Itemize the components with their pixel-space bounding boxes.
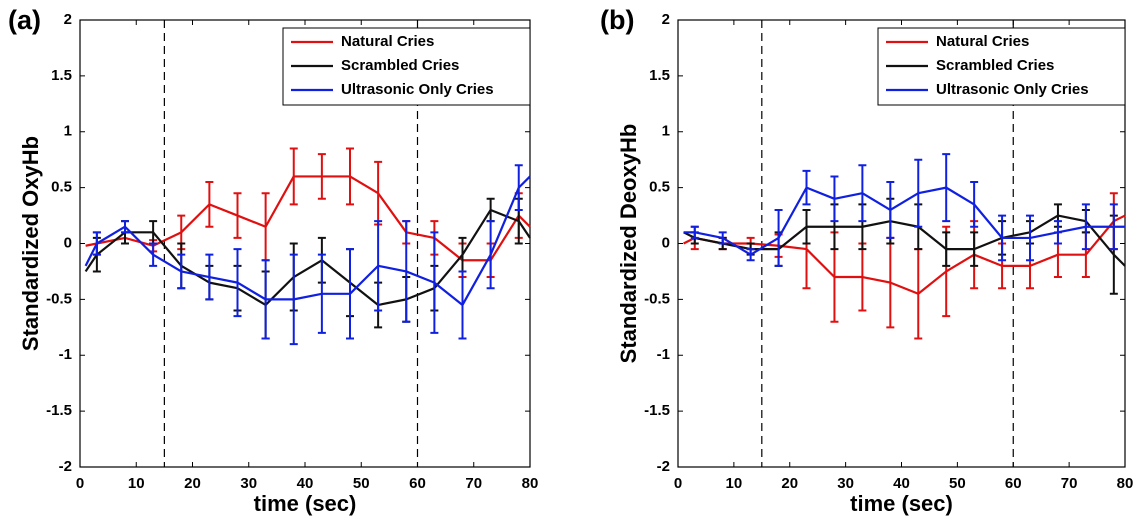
y-tick-label: -2	[59, 458, 72, 475]
x-tick-label: 70	[465, 475, 482, 492]
x-tick-label: 30	[240, 475, 257, 492]
y-tick-label: -0.5	[644, 290, 670, 307]
y-tick-label: -0.5	[46, 290, 72, 307]
x-tick-label: 70	[1061, 475, 1078, 492]
x-tick-label: 30	[837, 475, 854, 492]
legend-label: Natural Cries	[936, 33, 1029, 50]
y-tick-label: 1	[64, 123, 72, 140]
legend-label: Ultrasonic Only Cries	[341, 81, 494, 98]
x-tick-label: 60	[1005, 475, 1022, 492]
legend-label: Scrambled Cries	[341, 57, 459, 74]
x-tick-label: 0	[674, 475, 682, 492]
x-axis-label: time (sec)	[254, 491, 357, 516]
x-tick-label: 0	[76, 475, 84, 492]
y-tick-label: -1.5	[644, 402, 670, 419]
y-tick-label: -1	[59, 346, 72, 363]
x-tick-label: 50	[949, 475, 966, 492]
x-tick-label: 20	[184, 475, 201, 492]
y-tick-label: 1.5	[51, 67, 72, 84]
y-tick-label: 2	[662, 11, 670, 28]
series-line	[683, 214, 1126, 295]
series-line	[683, 186, 1125, 256]
x-tick-label: 10	[726, 475, 743, 492]
y-tick-label: 1.5	[649, 67, 670, 84]
y-tick-label: 1	[662, 123, 670, 140]
y-tick-label: 0.5	[51, 179, 72, 196]
legend-label: Natural Cries	[341, 33, 434, 50]
x-axis-label: time (sec)	[850, 491, 953, 516]
x-tick-label: 10	[128, 475, 145, 492]
x-tick-label: 20	[781, 475, 798, 492]
panel-label: (b)	[600, 5, 634, 35]
x-tick-label: 80	[522, 475, 539, 492]
x-tick-label: 50	[353, 475, 370, 492]
x-tick-label: 60	[409, 475, 426, 492]
y-axis-label: Standardized DeoxyHb	[616, 124, 641, 364]
y-axis-label: Standardized OxyHb	[18, 136, 43, 351]
y-tick-label: -1.5	[46, 402, 72, 419]
y-tick-label: 0.5	[649, 179, 670, 196]
series-line	[84, 175, 531, 307]
legend-label: Ultrasonic Only Cries	[936, 81, 1089, 98]
y-tick-label: 2	[64, 11, 72, 28]
y-tick-label: -2	[657, 458, 670, 475]
series-line	[683, 214, 1126, 267]
x-tick-label: 40	[297, 475, 314, 492]
series-line	[85, 175, 531, 262]
y-tick-label: -1	[657, 346, 670, 363]
y-tick-label: 0	[64, 234, 72, 251]
y-tick-label: 0	[662, 234, 670, 251]
legend-label: Scrambled Cries	[936, 57, 1054, 74]
x-tick-label: 80	[1117, 475, 1134, 492]
panel-label: (a)	[8, 5, 41, 35]
series-line	[84, 208, 531, 307]
x-tick-label: 40	[893, 475, 910, 492]
